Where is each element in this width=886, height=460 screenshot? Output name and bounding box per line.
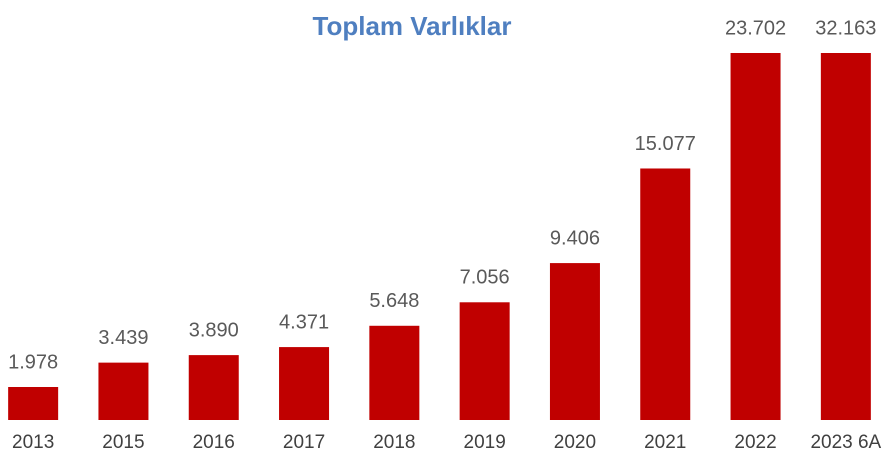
x-tick-label: 2018 xyxy=(373,432,415,453)
bar xyxy=(730,53,781,420)
bar xyxy=(549,263,600,420)
x-tick-label: 2022 xyxy=(734,432,776,453)
x-tick-label: 2017 xyxy=(283,432,325,453)
bar xyxy=(369,325,420,420)
data-label: 5.648 xyxy=(369,290,419,312)
x-tick-label: 2020 xyxy=(554,432,596,453)
data-label: 15.077 xyxy=(635,133,696,155)
bar xyxy=(820,53,871,420)
data-label: 9.406 xyxy=(550,227,600,249)
x-tick-label: 2013 xyxy=(12,432,54,453)
x-tick-label: 2016 xyxy=(193,432,235,453)
bar xyxy=(98,362,149,420)
bar xyxy=(188,355,239,420)
bar xyxy=(459,302,510,420)
bar xyxy=(8,387,59,420)
bar xyxy=(279,347,330,420)
data-label: 3.439 xyxy=(98,327,148,349)
data-label: 3.890 xyxy=(189,319,239,341)
x-tick-label: 2023 6A xyxy=(810,432,881,453)
data-label: 1.978 xyxy=(8,351,58,373)
data-label: 23.702 xyxy=(725,17,786,39)
data-label: 7.056 xyxy=(460,267,510,289)
bar xyxy=(640,168,691,420)
chart-title: Toplam Varlıklar xyxy=(313,11,512,41)
x-tick-label: 2015 xyxy=(102,432,144,453)
data-label: 32.163 xyxy=(815,17,876,39)
data-label: 4.371 xyxy=(279,311,329,333)
x-tick-label: 2019 xyxy=(464,432,506,453)
x-tick-label: 2021 xyxy=(644,432,686,453)
